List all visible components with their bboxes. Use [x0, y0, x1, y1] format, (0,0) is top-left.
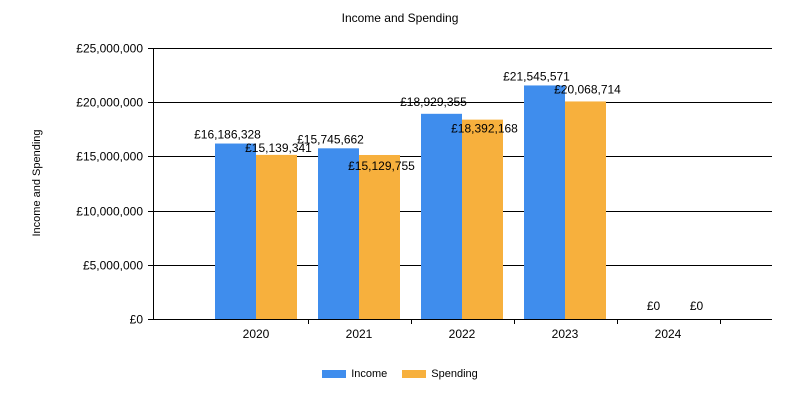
legend-swatch [402, 370, 427, 378]
data-label-income: £21,545,571 [503, 69, 570, 83]
data-label-income: £15,745,662 [297, 132, 364, 146]
data-label-income: £18,929,355 [400, 95, 467, 109]
data-label-income: £0 [647, 299, 661, 313]
x-tick-label: 2023 [552, 327, 579, 341]
data-label-spending: £18,392,168 [451, 122, 518, 136]
bar-spending [256, 154, 297, 319]
y-tick-label: £20,000,000 [76, 96, 143, 110]
legend-label: Spending [431, 368, 478, 380]
bar-income [421, 113, 462, 320]
x-tick-label: 2020 [243, 327, 270, 341]
y-tick-label: £10,000,000 [76, 205, 143, 219]
y-tick-label: £25,000,000 [76, 42, 143, 56]
data-label-spending: £15,129,755 [348, 159, 415, 173]
chart-title: Income and Spending [341, 11, 459, 25]
x-tick-label: 2021 [346, 327, 373, 341]
data-label-spending: £20,068,714 [554, 82, 621, 96]
legend-swatch [322, 370, 347, 378]
legend-item-income: Income [322, 368, 387, 380]
bar-income [524, 85, 565, 319]
bar-income [215, 143, 256, 319]
data-label-spending: £0 [690, 299, 704, 313]
legend-label: Income [351, 368, 388, 380]
legend: Income Spending [0, 368, 800, 380]
y-tick-label: £0 [130, 313, 144, 327]
bar-spending [462, 119, 503, 319]
data-label-income: £16,186,328 [194, 128, 261, 142]
bar-income [318, 148, 359, 319]
legend-item-spending: Spending [402, 368, 478, 380]
x-tick-label: 2022 [449, 327, 476, 341]
x-tick-label: 2024 [655, 327, 682, 341]
y-tick-label: £15,000,000 [76, 150, 143, 164]
data-label-spending: £15,139,341 [245, 141, 312, 155]
bar-spending [359, 154, 400, 319]
y-tick-label: £5,000,000 [83, 259, 143, 273]
bar-spending [565, 101, 606, 319]
